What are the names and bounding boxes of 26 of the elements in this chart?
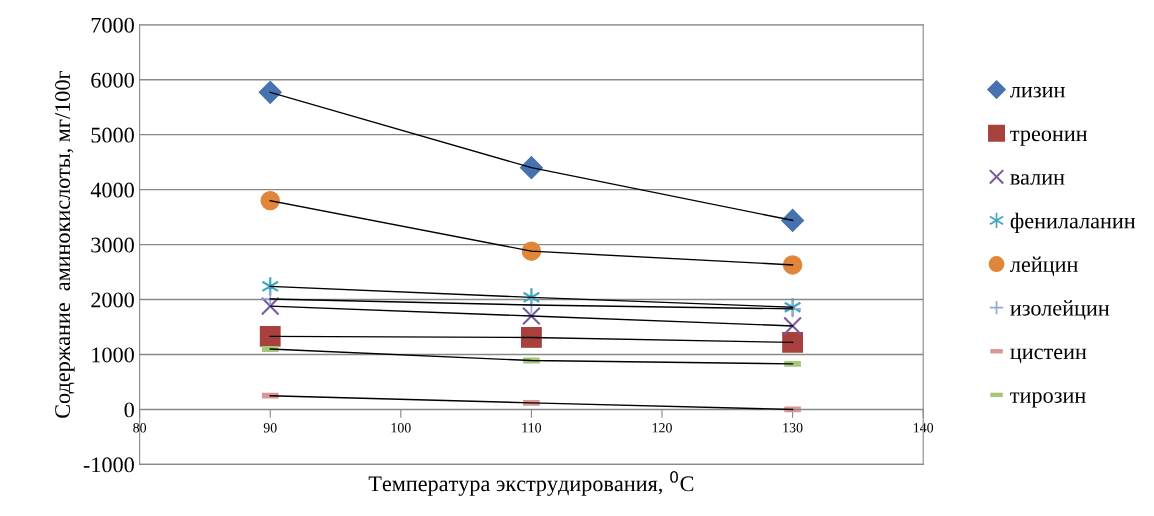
legend-label: цистеин (1010, 348, 1087, 364)
y-tick-label: -1000 (83, 457, 134, 473)
x-tick-label: 120 (652, 423, 672, 433)
legend-label: изолейцин (1010, 300, 1110, 320)
y-tick-label: 2000 (91, 292, 134, 308)
x-tick-label: 100 (391, 423, 411, 433)
legend-label: фенилаланин (1010, 212, 1136, 233)
x-axis-title: Температура экструдирования, $^{0}$C (368, 470, 694, 496)
x-tick-label: 90 (263, 423, 277, 433)
x-tick-label: 130 (783, 423, 803, 433)
legend-label: лейцин (1010, 256, 1078, 277)
y-tick-label: 7000 (91, 17, 134, 33)
y-tick-label: 3000 (91, 237, 134, 253)
legend-label: лизин (1010, 86, 1065, 98)
y-tick-label: 0 (124, 402, 134, 418)
y-tick-label: 5000 (91, 127, 134, 143)
x-tick-label: 80 (133, 423, 147, 433)
y-tick-label: 4000 (90, 182, 134, 198)
y-axis-title: Содержание аминокислоты, мг/100г (55, 70, 75, 418)
legend-label: треонин (1010, 130, 1088, 146)
x-tick-label: 140 (914, 423, 934, 433)
x-tick-label: 110 (522, 423, 542, 433)
legend-label: валин (1010, 174, 1065, 185)
y-tick-label: 6000 (91, 72, 134, 88)
legend-label: тирозин (1010, 392, 1086, 408)
y-tick-label: 1000 (92, 347, 134, 363)
